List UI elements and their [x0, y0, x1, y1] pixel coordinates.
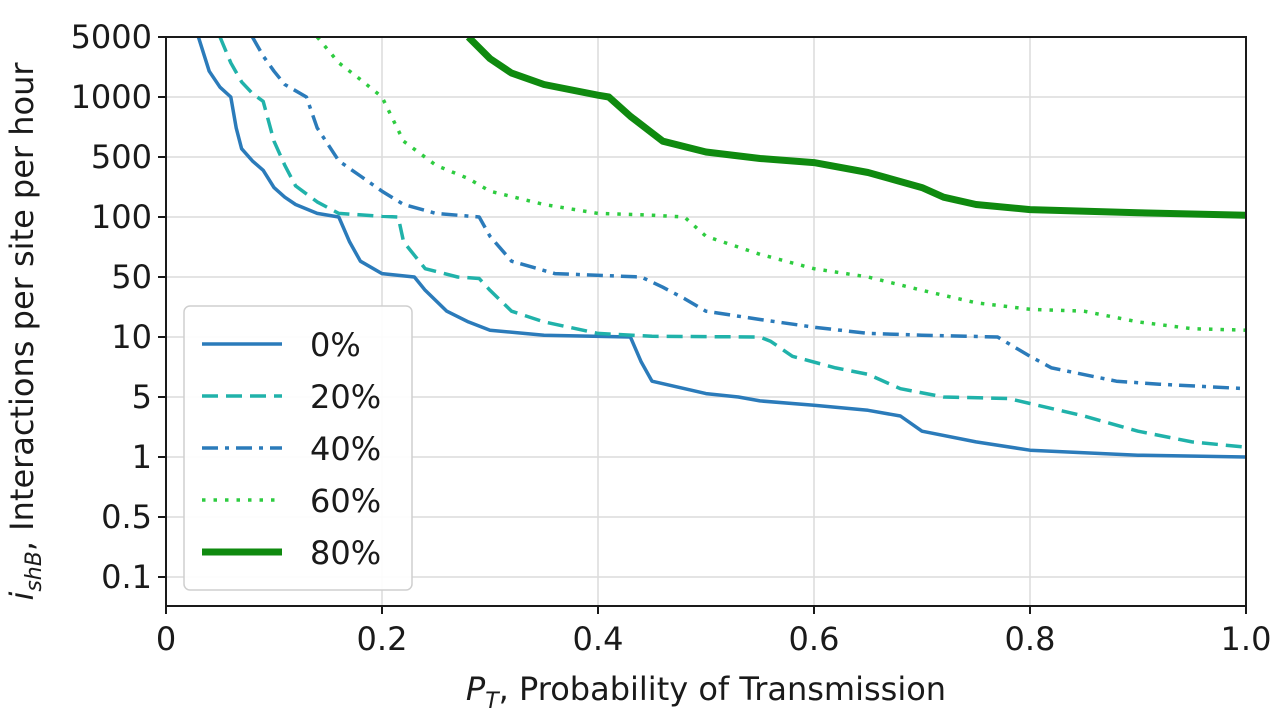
- x-tick-label: 0.8: [1005, 620, 1056, 658]
- y-tick-label: 1000: [71, 78, 152, 116]
- x-tick-label: 0: [156, 620, 176, 658]
- x-tick-label: 0.4: [573, 620, 624, 658]
- y-axis-text: , Interactions per site per hour: [3, 62, 41, 552]
- y-tick-label: 100: [91, 198, 152, 236]
- series-line-0pct: [196, 37, 1246, 459]
- series-line-40pct: [250, 37, 1246, 391]
- legend: 0% 20% 40% 60% 80%: [183, 305, 413, 591]
- series-line-20pct: [218, 37, 1246, 449]
- x-axis-label: PT, Probability of Transmission: [466, 670, 946, 714]
- x-tick-label: 1.0: [1221, 620, 1272, 658]
- y-tick-label: 5: [132, 378, 152, 416]
- legend-label: 0%: [310, 326, 361, 364]
- legend-label: 80%: [310, 534, 381, 572]
- x-tick-label: 0.2: [357, 620, 408, 658]
- y-tick-label: 10: [111, 318, 152, 356]
- y-axis-symbol: i: [3, 592, 41, 601]
- y-axis-label: ishB, Interactions per site per hour: [3, 62, 47, 601]
- series-group: [196, 37, 1246, 459]
- x-axis-subscript: T: [485, 689, 500, 714]
- x-axis-symbol: P: [466, 670, 486, 708]
- y-tick-label: 0.1: [101, 558, 152, 596]
- x-axis-text: , Probability of Transmission: [499, 670, 946, 708]
- legend-box: [183, 305, 413, 591]
- y-tick-label: 50: [111, 258, 152, 296]
- legend-label: 60%: [310, 482, 381, 520]
- y-axis-subscript: shB: [22, 551, 47, 592]
- x-tick-label: 0.6: [789, 620, 840, 658]
- legend-label: 20%: [310, 378, 381, 416]
- y-tick-label: 0.5: [101, 498, 152, 536]
- series-line-80pct: [465, 37, 1246, 219]
- plot-frame: [165, 36, 1247, 607]
- legend-label: 40%: [310, 430, 381, 468]
- y-tick-label: 5000: [71, 18, 152, 56]
- y-tick-label: 1: [132, 438, 152, 476]
- ticks: 0 0.2 0.4 0.6 0.8 1.0 0.1 0.5 1 5 10 50 100 500 1000 50…: [71, 18, 1272, 658]
- y-tick-label: 500: [91, 138, 152, 176]
